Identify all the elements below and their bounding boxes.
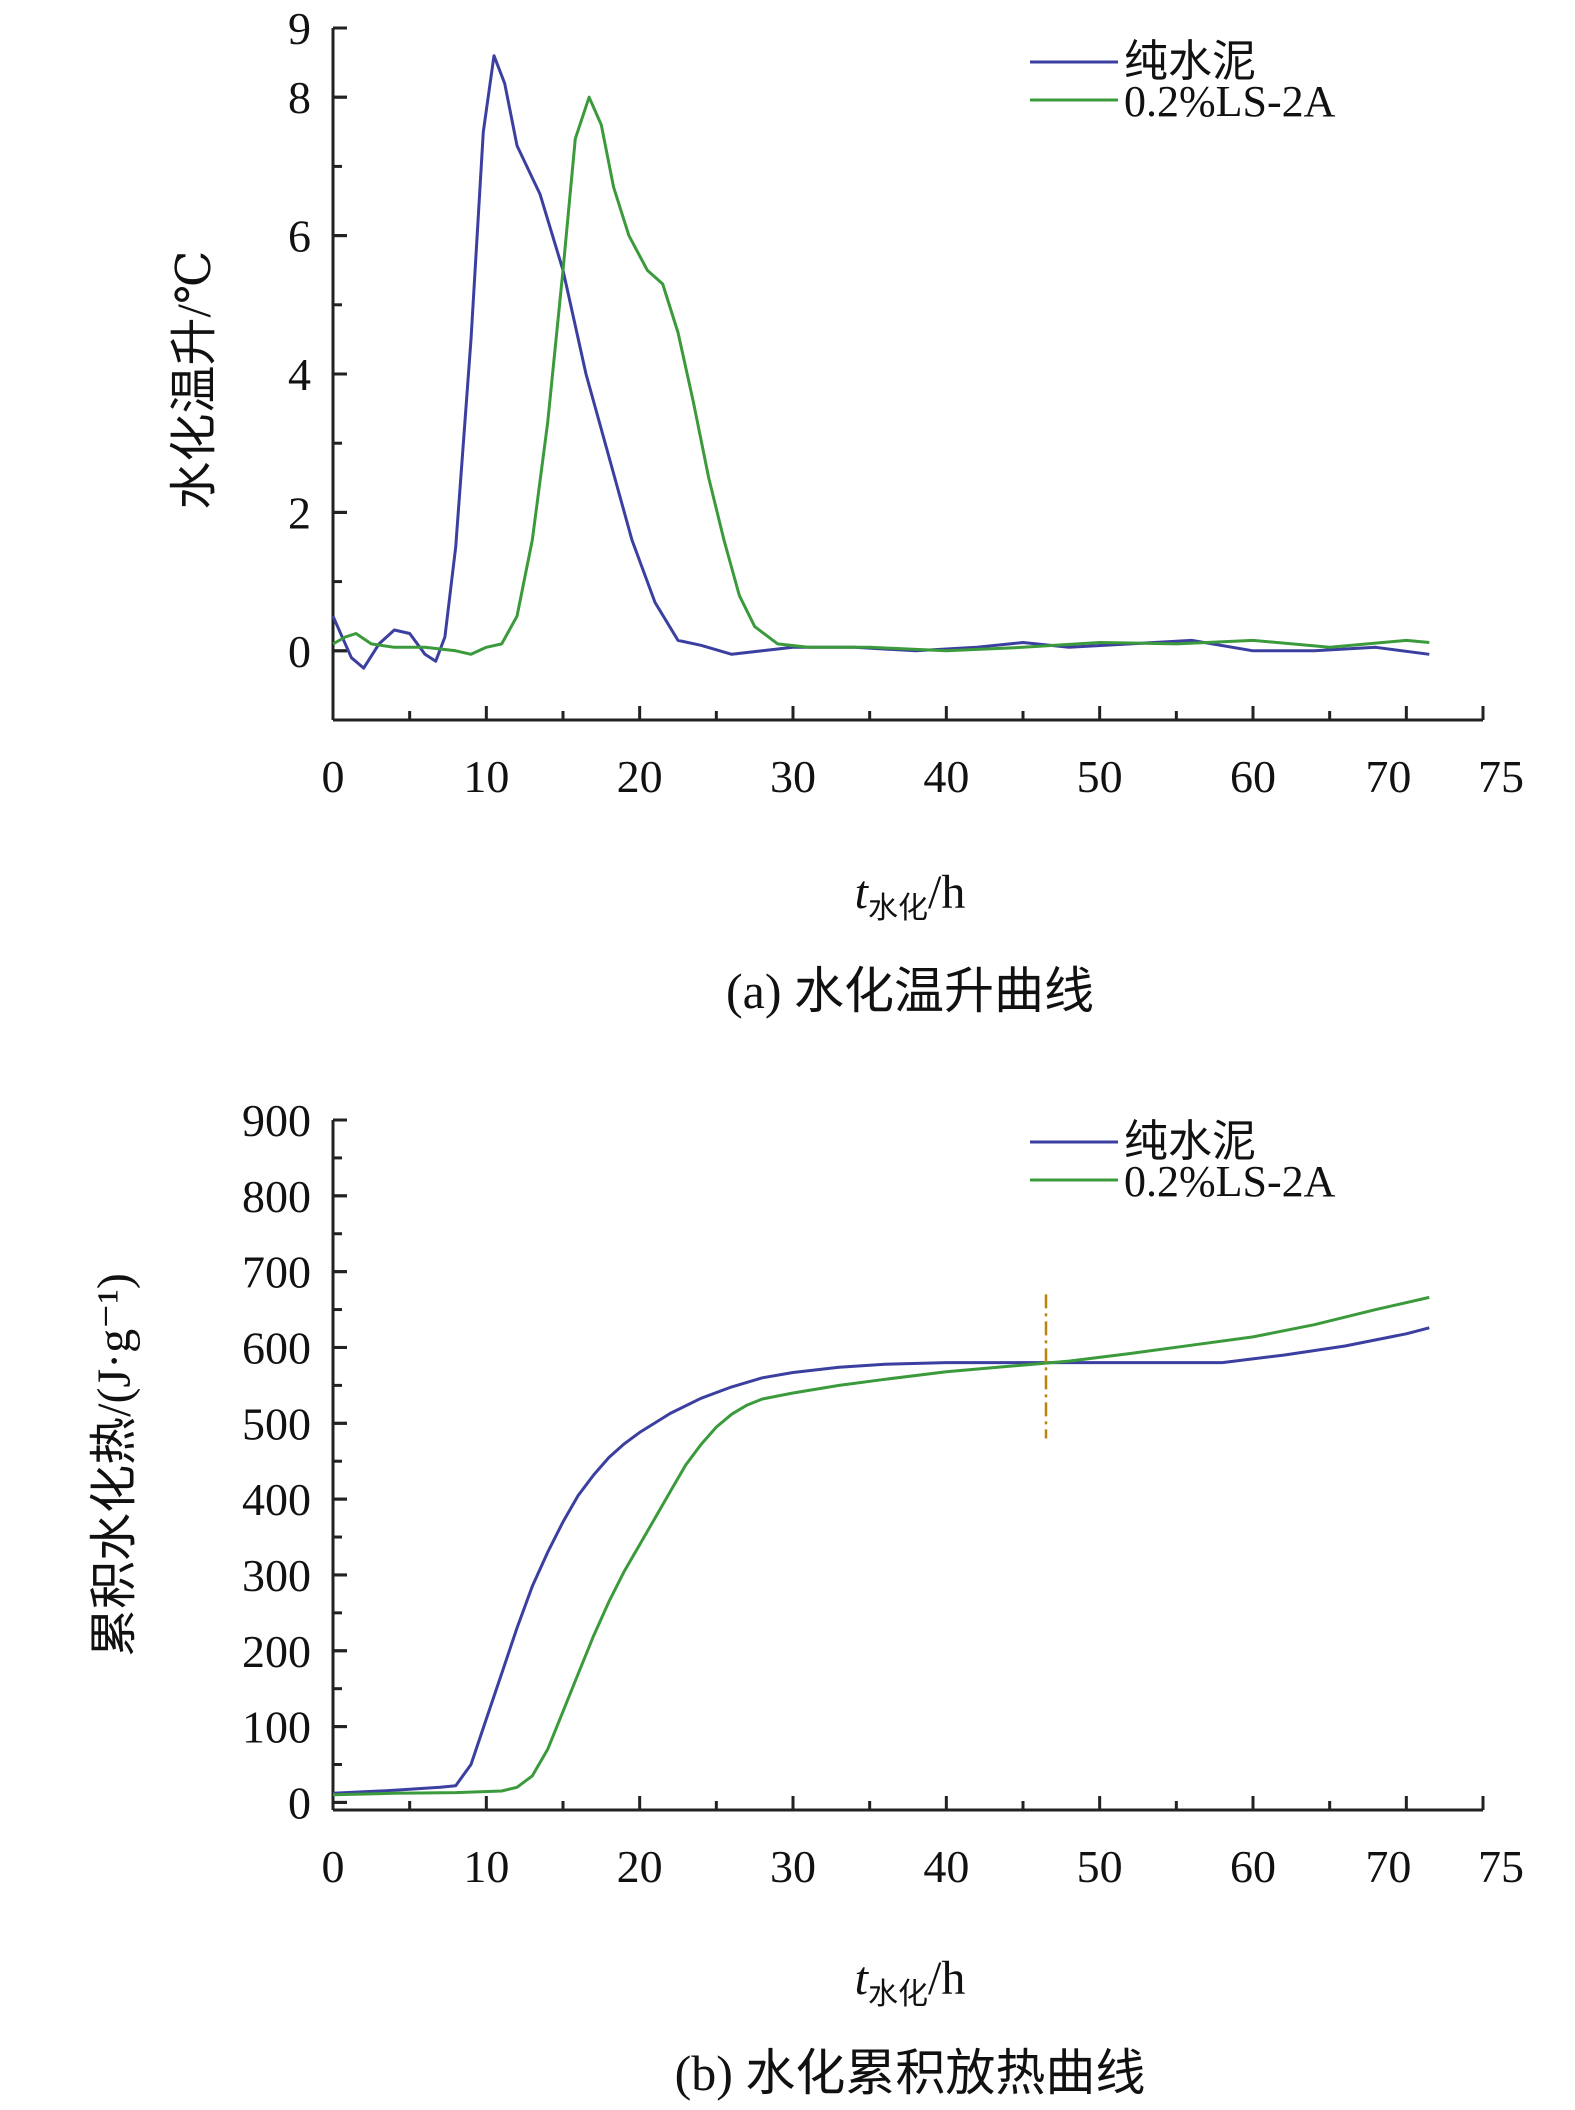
x-tick-label-b: 10: [463, 1841, 509, 1892]
y-tick-label-a: 9: [288, 3, 311, 54]
x-tick-label-a: 20: [617, 751, 663, 802]
y-tick-label-b: 800: [242, 1171, 311, 1222]
y-tick-label-b: 100: [242, 1702, 311, 1753]
x-tick-label-a: 70: [1365, 751, 1411, 802]
chart-b-x-ticks: 0 10 20 30 40 50 60 70 75: [322, 1796, 1524, 1892]
series-line-a-0: [331, 54, 1430, 670]
x-tick-label-a: 60: [1230, 751, 1276, 802]
chart-a-x-label: t水化/h: [855, 866, 966, 925]
y-tick-label-b: 700: [242, 1247, 311, 1298]
legend-label-a-1: 0.2%LS-2A: [1124, 77, 1336, 126]
x-tick-label-b: 75: [1478, 1841, 1524, 1892]
x-tick-label-a: 30: [770, 751, 816, 802]
chart-a-x-label-unit: /h: [928, 866, 965, 919]
x-tick-label-a: 40: [923, 751, 969, 802]
chart-a-x-label-sub: 水化: [868, 892, 928, 925]
legend-label-b-1: 0.2%LS-2A: [1124, 1157, 1336, 1206]
chart-b-x-label: t水化/h: [855, 1952, 966, 2011]
chart-a-legend: 纯水泥 0.2%LS-2A: [1030, 37, 1336, 126]
y-tick-label-b: 400: [242, 1474, 311, 1525]
y-tick-label-b: 300: [242, 1550, 311, 1601]
chart-b-x-label-sub: 水化: [868, 1978, 928, 2011]
chart-a-series: [331, 54, 1430, 670]
y-tick-label-b: 900: [242, 1095, 311, 1146]
chart-a-y-ticks: 0 2 4 6 8 9: [288, 3, 347, 677]
series-line-b-0: [332, 1326, 1430, 1795]
y-tick-label-a: 4: [288, 349, 311, 400]
x-tick-label-a: 0: [322, 751, 345, 802]
x-tick-label-a: 75: [1478, 751, 1524, 802]
y-tick-label-b: 600: [242, 1322, 311, 1373]
y-tick-label-a: 6: [288, 211, 311, 262]
chart-b-series: [332, 1295, 1430, 1797]
y-tick-label-b: 500: [242, 1398, 311, 1449]
chart-a: 0 2 4 6 8 9 0 10 20 30 40 50 60 70 75 纯水泥 0.2%LS-2A 水…: [168, 3, 1524, 1019]
chart-b-y-label: 累积水化热/(J·g⁻¹): [88, 1273, 141, 1657]
x-tick-label-b: 70: [1365, 1841, 1411, 1892]
x-tick-label-b: 50: [1077, 1841, 1123, 1892]
y-tick-label-a: 2: [288, 487, 311, 538]
y-tick-label-a: 8: [288, 72, 311, 123]
legend-label-b-0: 纯水泥: [1124, 1117, 1256, 1166]
x-tick-label-b: 0: [322, 1841, 345, 1892]
y-tick-label-b: 200: [242, 1626, 311, 1677]
chart-b-x-label-unit: /h: [928, 1952, 965, 2005]
chart-a-x-ticks: 0 10 20 30 40 50 60 70 75: [322, 706, 1524, 802]
x-tick-label-a: 50: [1077, 751, 1123, 802]
chart-b-legend: 纯水泥 0.2%LS-2A: [1030, 1117, 1336, 1206]
chart-a-x-label-var: t: [855, 866, 870, 919]
series-line-b-1: [332, 1295, 1430, 1797]
x-tick-label-a: 10: [463, 751, 509, 802]
y-tick-label-a: 0: [288, 626, 311, 677]
legend-label-a-0: 纯水泥: [1124, 37, 1256, 86]
chart-b-caption: (b) 水化累积放热曲线: [675, 2045, 1146, 2101]
y-tick-label-b: 0: [288, 1777, 311, 1828]
chart-b-x-label-var: t: [855, 1952, 870, 2005]
series-line-a-1: [332, 95, 1430, 656]
x-tick-label-b: 60: [1230, 1841, 1276, 1892]
chart-a-y-label: 水化温升/℃: [168, 250, 221, 509]
chart-a-caption: (a) 水化温升曲线: [726, 963, 1094, 1019]
x-tick-label-b: 20: [617, 1841, 663, 1892]
x-tick-label-b: 40: [923, 1841, 969, 1892]
x-tick-label-b: 30: [770, 1841, 816, 1892]
chart-b-y-ticks: 0 100 200 300 400 500 600 700 800 900: [242, 1095, 347, 1828]
chart-b: 0 100 200 300 400 500 600 700 800 900 0 10 20 30 40 50…: [88, 1095, 1524, 2101]
